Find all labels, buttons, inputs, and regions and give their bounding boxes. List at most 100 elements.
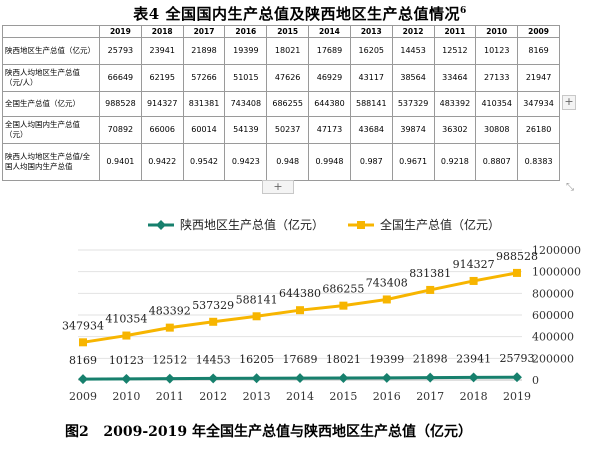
figure-label: 图2 [65,424,89,440]
table-row: 全国生产总值（亿元） 988528 914327 831381 743408 6… [2,91,560,117]
data-point [426,285,435,294]
data-label: 21898 [413,353,448,366]
figure-caption-text: 2009-2019 年全国生产总值与陕西地区生产总值（亿元） [103,424,472,440]
table-cell: 17689 [308,37,351,65]
data-label: 686255 [322,283,364,296]
x-tick-label: 2011 [156,390,184,403]
data-point [296,306,304,315]
data-point [252,312,261,321]
x-tick-label: 2017 [416,390,444,403]
row-label: 全国人均国内生产总值（元） [2,116,100,144]
x-axis: 2009 2010 2011 2012 2013 2014 2015 2016 2017 2018… [69,390,531,403]
table-cell: 8169 [517,37,560,65]
table-cell: 12512 [433,37,477,65]
table-cell: 36302 [433,116,477,144]
y-tick-label: 200000 [532,352,574,365]
data-point [513,268,521,277]
table-cell: 19399 [224,37,268,65]
legend-marker [156,220,166,230]
table-cell: 0.9218 [433,143,477,181]
table-cell: 70892 [99,116,142,144]
year-header: 2017 [182,25,226,38]
row-label: 陕西地区生产总值（亿元） [2,37,100,65]
data-label: 17689 [283,353,318,366]
add-column-button[interactable]: + [562,95,576,110]
table-cell: 537329 [391,91,435,117]
table-cell: 0.9422 [140,143,184,181]
table-cell: 14453 [391,37,435,65]
gdp-table: 2019 2018 2017 2016 2015 2014 2013 2012 … [2,25,560,181]
table-cell: 16205 [349,37,393,65]
y-tick-label: 400000 [532,331,574,344]
table-cell: 347934 [517,91,560,117]
table-cell: 21898 [182,37,226,65]
resize-handle-icon[interactable]: ⤡ [566,182,574,193]
data-label: 914327 [453,258,495,271]
table-cell: 27133 [475,64,519,92]
x-tick-label: 2015 [329,390,357,403]
table-cell: 644380 [308,91,351,117]
data-point [339,301,348,310]
table-cell: 50237 [266,116,310,144]
table-cell: 25793 [99,37,142,65]
table-cell: 26180 [517,116,560,144]
legend-marker [357,221,365,229]
data-point [512,372,522,383]
table-cell: 588141 [349,91,393,117]
add-row-button[interactable]: + [262,180,294,194]
data-label: 588141 [236,293,278,306]
table-cell: 10123 [475,37,519,65]
data-point [78,374,88,385]
year-header: 2014 [308,25,351,38]
table-cell: 51015 [224,64,268,92]
data-label: 644380 [279,287,321,300]
x-tick-label: 2009 [69,390,97,403]
table-cell: 0.9542 [182,143,226,181]
data-label: 743408 [366,276,408,289]
data-point [382,295,391,304]
data-label: 537329 [192,299,234,312]
table-corner-cell [2,25,100,38]
year-header: 2018 [140,25,184,38]
table-title: 表4 全国国内生产总值及陕西地区生产总值情况6 [0,3,600,24]
data-label: 18021 [326,353,361,366]
x-tick-label: 2018 [460,390,488,403]
table-title-text: 表4 全国国内生产总值及陕西地区生产总值情况 [133,5,460,23]
table-cell: 46929 [308,64,351,92]
table-cell: 39874 [391,116,435,144]
year-header: 2011 [433,25,477,38]
table-cell: 686255 [266,91,310,117]
x-tick-label: 2019 [503,390,531,403]
data-label: 25793 [500,352,535,365]
data-point [209,317,218,326]
chart-series [78,268,522,385]
table-cell: 23941 [140,37,184,65]
data-point [381,372,392,383]
year-header: 2013 [349,25,393,38]
table-cell: 0.987 [349,143,393,181]
table-cell: 988528 [99,91,142,117]
chart-legend: 陕西地区生产总值（亿元） 全国生产总值（亿元） [148,217,500,232]
table-cell: 483392 [433,91,477,117]
table-cell: 57266 [182,64,226,92]
table-cell: 21947 [517,64,560,92]
x-tick-label: 2012 [199,390,227,403]
data-point [79,338,87,347]
data-label: 16205 [239,353,274,366]
table-row: 陕西人均地区生产总值（元/人） 66649 62195 57266 51015 … [2,64,560,92]
data-label: 10123 [109,354,144,367]
row-label: 全国生产总值（亿元） [2,91,100,117]
table-cell: 410354 [475,91,519,117]
y-axis: 0 200000 400000 600000 800000 1000000 1200000 [532,244,581,387]
table-cell: 66649 [99,64,142,92]
data-label: 23941 [456,352,491,365]
y-tick-label: 0 [532,374,539,387]
data-point [425,372,436,383]
data-label: 12512 [152,354,187,367]
y-tick-label: 800000 [532,287,574,300]
table-cell: 0.8383 [517,143,560,181]
table-cell: 38564 [391,64,435,92]
figure-caption: 图2 2009-2019 年全国生产总值与陕西地区生产总值（亿元） [65,421,472,441]
table-row: 陕西人均地区生产总值/全国人均国内生产总值 0.9401 0.9422 0.95… [2,143,560,181]
x-tick-label: 2010 [112,390,140,403]
